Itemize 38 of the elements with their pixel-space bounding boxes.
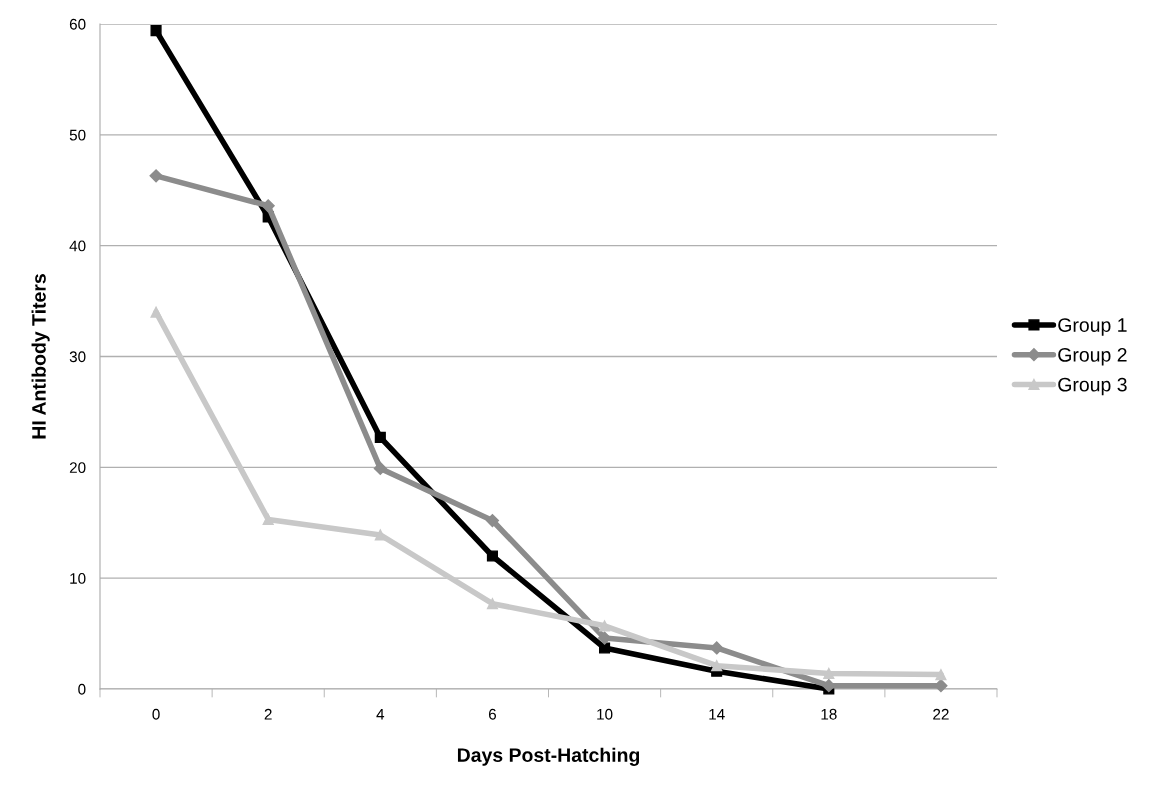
x-tick-label: 10 — [597, 708, 613, 720]
point — [486, 598, 498, 610]
point — [374, 431, 386, 443]
point — [599, 642, 611, 654]
point — [710, 641, 724, 655]
legend-label: Group 2 — [1058, 347, 1127, 366]
y-tick-label: 40 — [69, 240, 86, 252]
y-tick-label: 10 — [70, 573, 86, 584]
point — [711, 660, 723, 672]
x-tick-label: 4 — [376, 709, 385, 720]
point — [150, 25, 162, 37]
point — [149, 169, 163, 183]
point — [261, 199, 275, 213]
x-tick-label: 22 — [933, 708, 949, 720]
x-tick-label: 14 — [709, 709, 725, 720]
x-tick-label: 0 — [152, 708, 160, 720]
point — [150, 306, 162, 318]
x-axis-title: Days Post-Hatching — [457, 747, 640, 766]
legend-label: Group 3 — [1058, 377, 1127, 396]
y-tick-label: 60 — [69, 18, 86, 30]
x-tick-label: 2 — [264, 708, 272, 720]
x-tick-label: 6 — [488, 708, 497, 720]
x-tick-label: 18 — [821, 708, 837, 720]
y-tick-label: 0 — [78, 683, 86, 695]
y-tick-label: 20 — [69, 462, 86, 474]
point — [599, 620, 611, 632]
point — [823, 667, 835, 680]
y-tick-label: 30 — [69, 351, 86, 363]
y-tick-label: 50 — [69, 129, 86, 141]
legend-label: Group 1 — [1058, 318, 1127, 336]
point — [486, 550, 498, 562]
point — [373, 461, 387, 476]
point — [374, 529, 386, 541]
point — [485, 513, 500, 528]
point — [597, 631, 612, 645]
point — [262, 513, 274, 525]
y-axis-title: HI Antibody Titers — [31, 274, 50, 439]
point — [935, 669, 947, 681]
